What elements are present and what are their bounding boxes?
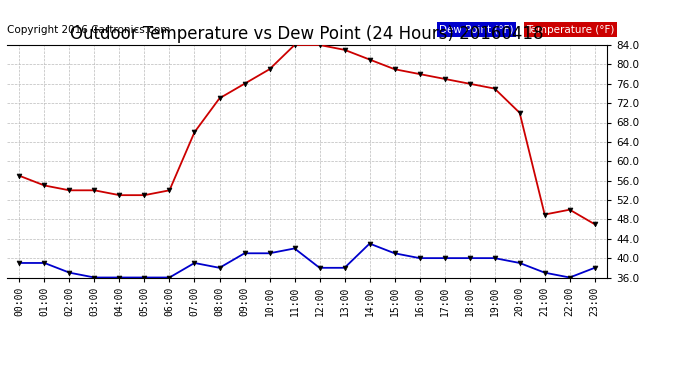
Text: Dew Point (°F): Dew Point (°F) (439, 24, 513, 34)
Title: Outdoor Temperature vs Dew Point (24 Hours) 20160418: Outdoor Temperature vs Dew Point (24 Hou… (70, 26, 544, 44)
Text: Copyright 2016 Cartronics.com: Copyright 2016 Cartronics.com (7, 24, 170, 34)
Text: Temperature (°F): Temperature (°F) (526, 24, 615, 34)
